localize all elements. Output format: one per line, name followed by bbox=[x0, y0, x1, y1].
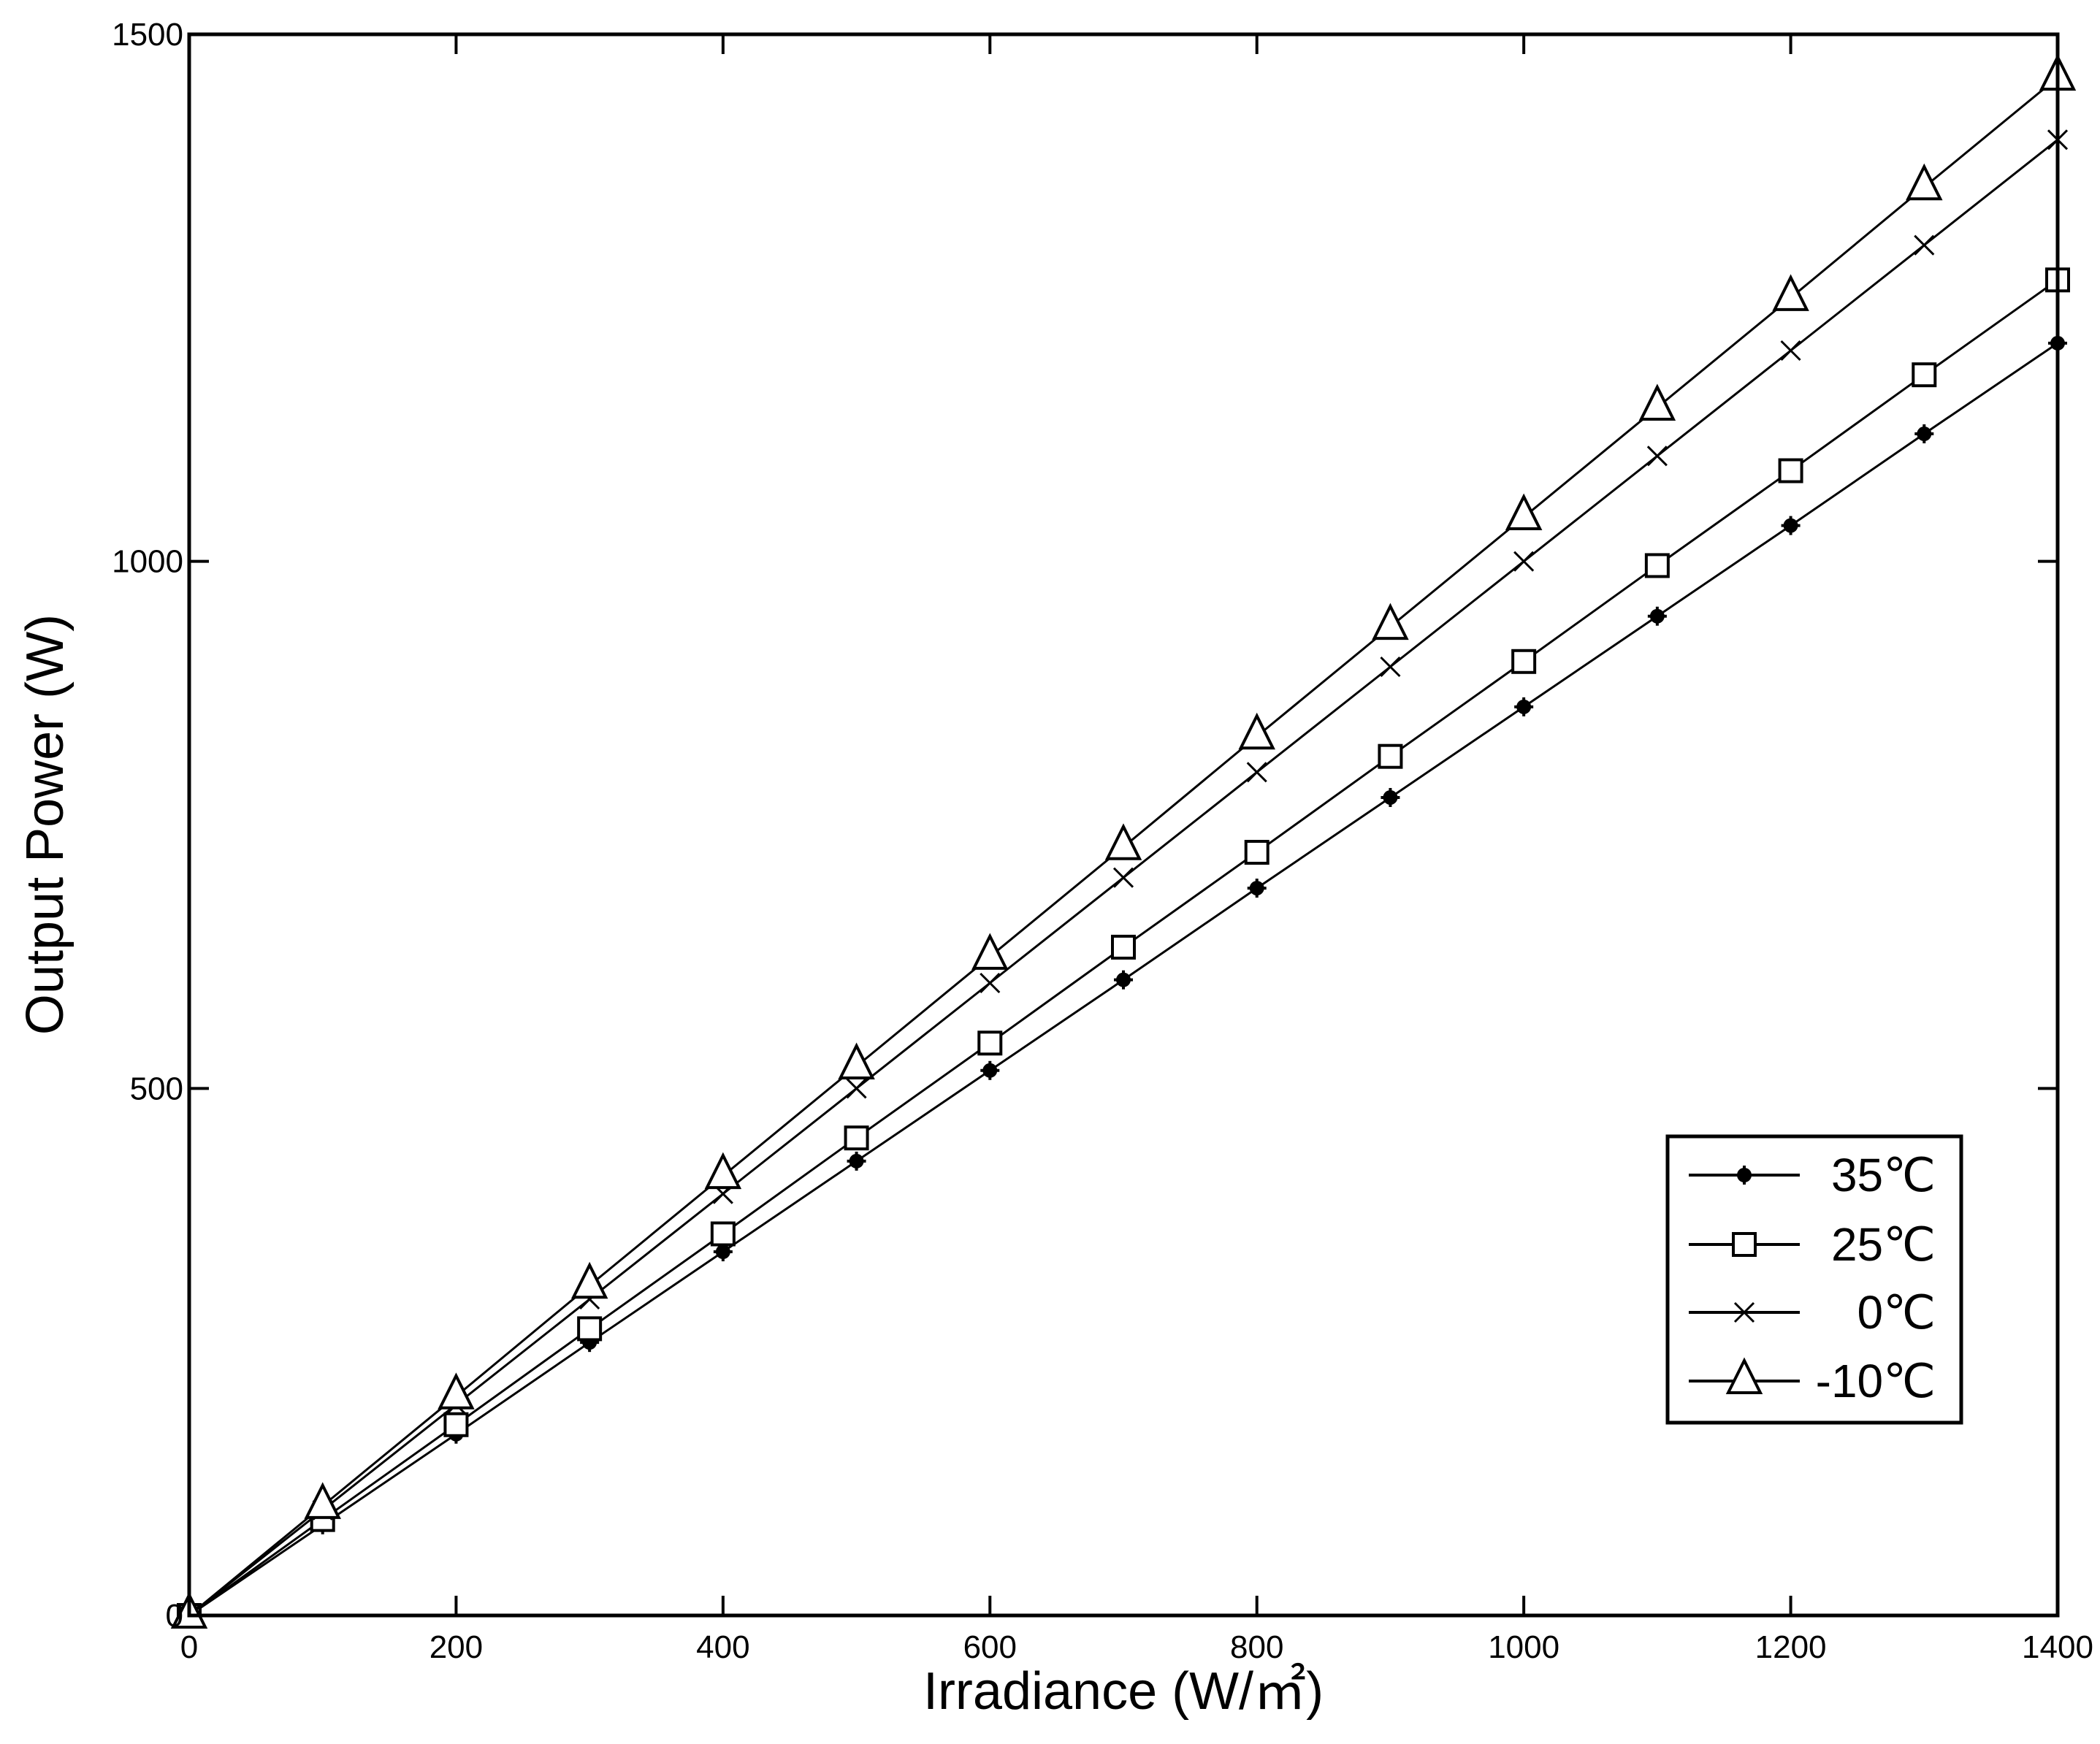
legend-item: 35℃ bbox=[1689, 1149, 1936, 1201]
x-tick-label: 0 bbox=[180, 1629, 198, 1665]
square-open-marker-icon bbox=[443, 1412, 469, 1437]
triangle-open-marker-icon bbox=[1906, 163, 1943, 201]
square-open-marker-icon bbox=[1378, 743, 1403, 769]
x-marker-icon bbox=[1780, 340, 1801, 362]
triangle-open-marker-icon bbox=[1772, 274, 1809, 311]
triangle-open-marker-icon bbox=[304, 1482, 341, 1519]
square-open-marker-icon bbox=[1244, 840, 1269, 865]
square-open-marker-icon bbox=[1111, 934, 1136, 960]
x-marker-icon bbox=[1112, 867, 1134, 888]
square-open-marker-icon bbox=[844, 1125, 869, 1151]
triangle-open-marker-icon bbox=[438, 1372, 475, 1410]
y-tick-label: 0 bbox=[166, 1598, 183, 1634]
star-filled-marker-icon bbox=[1914, 424, 1934, 444]
x-tick-labels: 0 200 400 600 800 1000 1200 1400 bbox=[180, 1629, 2093, 1665]
legend-item: 25℃ bbox=[1689, 1218, 1936, 1271]
x-tick-label: 600 bbox=[963, 1629, 1017, 1665]
star-filled-marker-icon bbox=[1514, 697, 1534, 716]
y-tick-label: 1000 bbox=[112, 544, 183, 580]
x-marker-icon bbox=[1246, 762, 1267, 783]
triangle-open-marker-icon bbox=[971, 933, 1009, 970]
x-tick-label: 200 bbox=[429, 1629, 483, 1665]
triangle-open-marker-icon bbox=[838, 1042, 875, 1080]
star-filled-marker-icon bbox=[1735, 1166, 1754, 1185]
star-filled-marker-icon bbox=[980, 1060, 1000, 1080]
square-open-marker-icon bbox=[1912, 362, 1937, 388]
legend-item: 0℃ bbox=[1689, 1286, 1936, 1339]
square-open-marker-icon bbox=[1511, 649, 1537, 674]
square-open-marker-icon bbox=[1644, 553, 1670, 578]
x-tick-label: 400 bbox=[696, 1629, 749, 1665]
legend: 35℃ 25℃ 0℃ -10℃ bbox=[1665, 1134, 1963, 1425]
x-tick-label: 1200 bbox=[1755, 1629, 1827, 1665]
star-filled-marker-icon bbox=[847, 1151, 866, 1171]
star-filled-marker-icon bbox=[1247, 879, 1267, 898]
x-marker-icon bbox=[846, 1078, 867, 1099]
square-open-marker-icon bbox=[577, 1316, 603, 1342]
x-marker-icon bbox=[1646, 445, 1668, 467]
x-marker-icon bbox=[1380, 656, 1401, 678]
triangle-open-marker-icon bbox=[1372, 603, 1409, 640]
triangle-open-marker-icon bbox=[1725, 1357, 1763, 1394]
legend-label: -10℃ bbox=[1816, 1355, 1936, 1407]
star-filled-marker-icon bbox=[1114, 970, 1133, 990]
legend-label: 25℃ bbox=[1831, 1218, 1936, 1271]
x-marker-icon bbox=[1513, 551, 1535, 572]
x-marker-icon bbox=[1733, 1301, 1755, 1323]
legend-box bbox=[1665, 1134, 1963, 1425]
star-filled-marker-icon bbox=[1781, 516, 1801, 535]
x-tick-label: 1000 bbox=[1488, 1629, 1559, 1665]
square-open-marker-icon bbox=[1732, 1232, 1757, 1257]
star-filled-marker-icon bbox=[713, 1242, 733, 1262]
square-open-marker-icon bbox=[710, 1221, 736, 1247]
y-tick-labels: 0 500 1000 1500 bbox=[112, 17, 183, 1634]
y-axis-title: Output Power (W) bbox=[16, 614, 75, 1035]
star-filled-marker-icon bbox=[1647, 606, 1667, 626]
x-tick-label: 800 bbox=[1230, 1629, 1283, 1665]
plot-frame bbox=[187, 32, 2060, 1618]
x-axis-title: Irradiance (W/㎡) bbox=[923, 1662, 1324, 1721]
square-open-marker-icon bbox=[977, 1030, 1003, 1056]
y-tick-label: 500 bbox=[130, 1071, 183, 1106]
y-tick-label: 1500 bbox=[112, 17, 183, 53]
x-tick-label: 1400 bbox=[2022, 1629, 2093, 1665]
triangle-open-marker-icon bbox=[570, 1261, 608, 1299]
x-marker-icon bbox=[980, 972, 1001, 994]
square-open-marker-icon bbox=[1778, 458, 1803, 483]
x-marker-icon bbox=[1914, 234, 1935, 256]
triangle-open-marker-icon bbox=[1505, 493, 1543, 531]
legend-label: 35℃ bbox=[1831, 1149, 1936, 1201]
triangle-open-marker-icon bbox=[1104, 823, 1142, 860]
legend-label: 0℃ bbox=[1857, 1286, 1936, 1339]
triangle-open-marker-icon bbox=[1638, 383, 1676, 421]
triangle-open-marker-icon bbox=[704, 1152, 742, 1190]
star-filled-marker-icon bbox=[1381, 787, 1400, 807]
triangle-open-marker-icon bbox=[1238, 712, 1275, 750]
legend-item: -10℃ bbox=[1689, 1355, 1936, 1407]
axis-ticks bbox=[188, 33, 2059, 1617]
